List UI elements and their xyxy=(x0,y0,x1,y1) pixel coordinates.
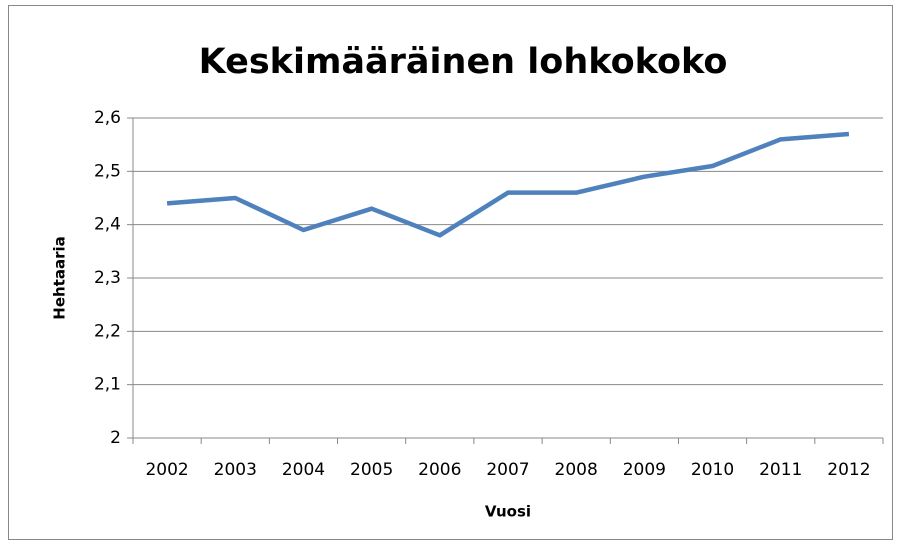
chart-title: Keskimääräinen lohkokoko xyxy=(199,42,728,82)
data-line xyxy=(166,131,850,238)
x-tick-label: 2012 xyxy=(827,460,870,480)
x-tick-label: 2005 xyxy=(350,460,393,480)
x-tick-label: 2007 xyxy=(486,460,529,480)
y-tick-label: 2,5 xyxy=(94,161,121,181)
x-tick-label: 2003 xyxy=(214,460,257,480)
y-tick-label: 2,4 xyxy=(94,215,121,235)
y-tick-label: 2 xyxy=(110,428,121,448)
chart-border xyxy=(8,5,893,540)
x-axis-title: Vuosi xyxy=(485,503,531,521)
x-tick-label: 2002 xyxy=(145,460,188,480)
y-tick-label: 2,1 xyxy=(94,375,121,395)
y-tick-label: 2,2 xyxy=(94,321,121,341)
x-tick-label: 2004 xyxy=(282,460,325,480)
x-tick-label: 2011 xyxy=(759,460,802,480)
y-axis-title: Hehtaaria xyxy=(51,236,69,319)
x-tick-label: 2008 xyxy=(555,460,598,480)
y-tick-label: 2,6 xyxy=(94,108,121,128)
y-tick-label: 2,3 xyxy=(94,268,121,288)
x-tick-label: 2009 xyxy=(623,460,666,480)
x-tick-label: 2006 xyxy=(418,460,461,480)
x-tick-label: 2010 xyxy=(691,460,734,480)
